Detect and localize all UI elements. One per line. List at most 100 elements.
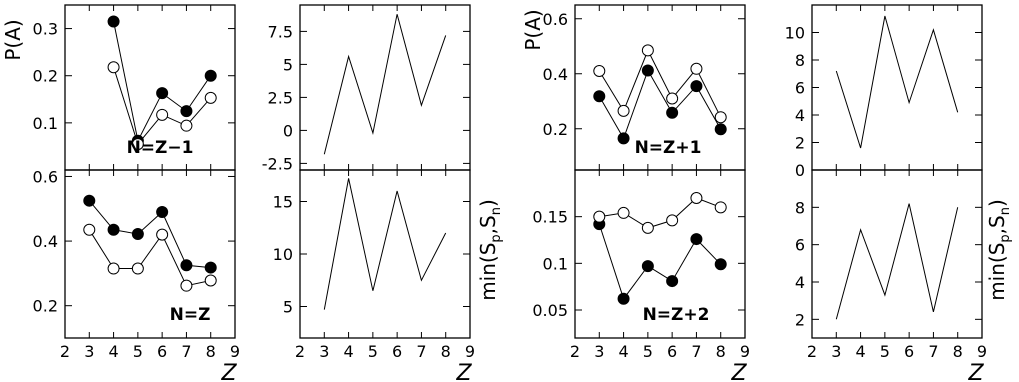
data-point-open [83, 223, 96, 236]
data-point-filled [714, 123, 727, 136]
x-tick-label: 3 [319, 342, 329, 361]
series-line-min-separation [835, 203, 959, 320]
y-tick-label: 0 [283, 121, 293, 140]
x-tick-label: 6 [667, 342, 677, 361]
data-point-open [156, 228, 169, 241]
y-tick-label: 0.15 [532, 208, 568, 227]
series-line-open [113, 67, 212, 146]
data-point-open [131, 262, 144, 275]
series-line-open [599, 197, 721, 229]
x-tick-label: 9 [740, 342, 750, 361]
y-tick-label: 10 [785, 24, 805, 43]
data-point-filled [690, 233, 703, 246]
y-tick-label: 0.1 [543, 254, 568, 273]
x-tick-label: 7 [928, 342, 938, 361]
plot-frame [299, 169, 471, 339]
y-tick-label: 0.3 [33, 20, 58, 39]
y-tick-label: 15 [273, 193, 293, 212]
panel-annotation: N=Z−1 [127, 138, 194, 158]
x-tick-label: 5 [643, 342, 653, 361]
y-tick-label: 0.2 [33, 297, 58, 316]
plot-frame [811, 169, 983, 339]
series-line-open [88, 229, 211, 287]
data-point-open [641, 44, 654, 57]
y-axis-label: P(A) [521, 9, 545, 50]
data-point-open [131, 138, 144, 151]
x-tick-label: 7 [181, 342, 191, 361]
x-axis-label: Z [730, 361, 747, 382]
x-tick-label: 5 [133, 342, 143, 361]
x-tick-label: 2 [60, 342, 70, 361]
series-line-filled [113, 21, 212, 143]
x-tick-label: 2 [295, 342, 305, 361]
data-point-filled [690, 80, 703, 93]
x-tick-label: 4 [618, 342, 628, 361]
x-tick-label: 8 [206, 342, 216, 361]
y-axis-label-min-separation: min(Sp,Sn) [985, 199, 1013, 301]
data-point-filled [641, 260, 654, 273]
x-tick-label: 4 [855, 342, 865, 361]
x-tick-label: 3 [594, 342, 604, 361]
data-point-filled [617, 132, 630, 145]
data-point-filled [107, 15, 120, 28]
data-point-open [666, 214, 679, 227]
y-tick-label: 6 [795, 236, 805, 255]
data-point-open [714, 111, 727, 124]
series-line-min-separation [323, 14, 447, 155]
data-point-open [714, 201, 727, 214]
data-point-filled [180, 105, 193, 118]
y-tick-label: 5 [283, 55, 293, 74]
y-tick-label: 7.5 [268, 22, 293, 41]
data-point-filled [617, 292, 630, 305]
data-point-open [180, 119, 193, 132]
x-tick-label: 9 [977, 342, 987, 361]
panel-annotation: N=Z+2 [643, 305, 710, 325]
x-tick-label: 9 [465, 342, 475, 361]
series-line-min-separation [835, 15, 959, 149]
panel-annotation: N=Z [170, 305, 211, 325]
x-tick-label: 4 [343, 342, 353, 361]
y-tick-label: 2.5 [268, 88, 293, 107]
x-tick-label: 5 [368, 342, 378, 361]
plot-frame [811, 4, 983, 171]
x-axis-label: Z [455, 361, 472, 382]
y-tick-label: 0.4 [33, 232, 58, 251]
data-point-filled [107, 223, 120, 236]
data-point-open [617, 206, 630, 219]
panel-min-s-n-z-minus-1: -2.5 0 2.5 5 7.5 [262, 4, 471, 173]
x-tick-label: 6 [904, 342, 914, 361]
series-line-filled [88, 200, 211, 269]
data-point-filled [204, 261, 217, 274]
x-tick-label: 5 [880, 342, 890, 361]
data-point-filled [83, 194, 96, 207]
y-tick-label: 0.2 [543, 120, 568, 139]
y-tick-label: 6 [795, 79, 805, 98]
panel-min-s-n-z-plus-1: 0 2 4 6 8 10 [785, 4, 983, 180]
y-tick-label: 2 [795, 310, 805, 329]
x-tick-label: 8 [716, 342, 726, 361]
x-tick-label: 6 [157, 342, 167, 361]
y-tick-label: 4 [795, 273, 805, 292]
data-point-filled [204, 69, 217, 82]
panel-pa-n-z-plus-1: 0.2 0.4 0.6 N=Z+1 P(A) [521, 4, 746, 171]
data-point-filled [156, 87, 169, 100]
x-tick-label: 8 [953, 342, 963, 361]
panel-pa-n-z-minus-1: 0.1 0.2 0.3 N=Z−1 P(A) [1, 4, 236, 171]
y-tick-label: 8 [795, 198, 805, 217]
series-line-open [598, 49, 722, 118]
y-tick-label: 0.6 [33, 167, 58, 186]
panel-pa-n-z: 0.2 0.4 0.6 2 3 4 5 6 7 8 9Z N=Z [33, 167, 241, 382]
y-tick-label: 0.1 [33, 114, 58, 133]
panel-pa-n-z-plus-2: 0.05 0.1 0.15 2 3 4 5 6 7 8 9Z N=Z+2 [532, 169, 750, 382]
data-point-open [107, 262, 120, 275]
series-line-filled [598, 223, 722, 300]
x-axis-label: Z [967, 361, 984, 382]
data-point-open [204, 91, 217, 104]
x-tick-label: 8 [441, 342, 451, 361]
x-tick-label: 7 [691, 342, 701, 361]
plot-frame [574, 169, 746, 339]
series-line-min-separation [323, 178, 447, 310]
data-point-filled [714, 258, 727, 271]
